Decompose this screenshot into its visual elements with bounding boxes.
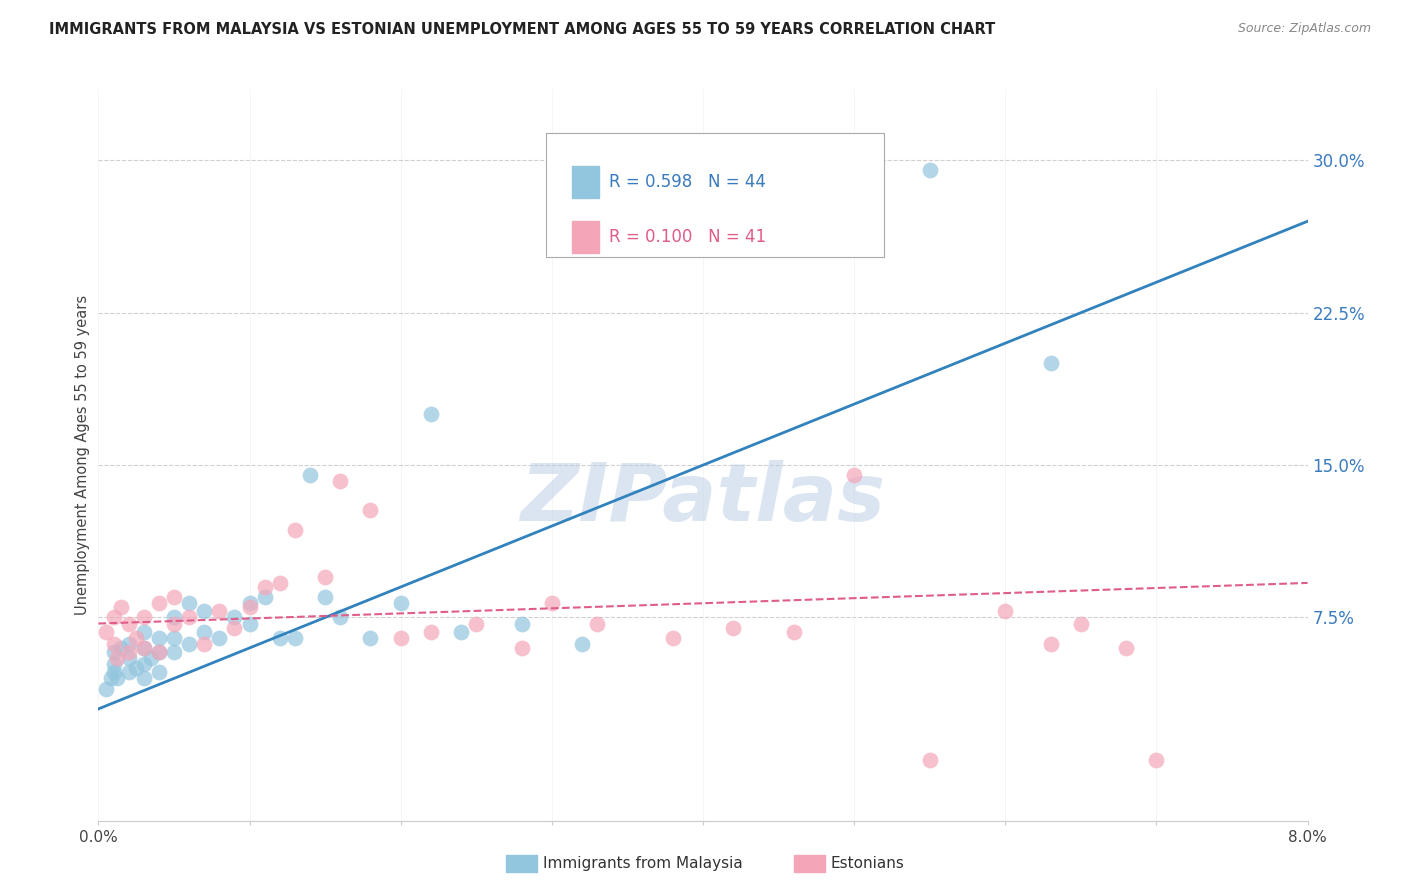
- Point: [269, 631, 291, 645]
- Point: [100, 672, 122, 686]
- Point: [253, 590, 276, 604]
- Point: [118, 651, 141, 665]
- Point: [118, 665, 141, 680]
- Point: [132, 657, 155, 672]
- Point: [103, 657, 125, 672]
- Point: [314, 570, 336, 584]
- Point: [419, 624, 441, 639]
- Point: [571, 637, 593, 651]
- Point: [148, 596, 170, 610]
- Point: [224, 610, 246, 624]
- Point: [1115, 640, 1137, 655]
- Point: [389, 631, 412, 645]
- Point: [148, 631, 170, 645]
- Point: [141, 651, 163, 665]
- Point: [1144, 753, 1167, 767]
- Point: [224, 621, 246, 635]
- Point: [103, 637, 125, 651]
- Point: [450, 624, 472, 639]
- Text: R = 0.598   N = 44: R = 0.598 N = 44: [609, 173, 765, 191]
- Point: [359, 503, 381, 517]
- Point: [179, 637, 201, 651]
- Point: [465, 616, 488, 631]
- Point: [110, 640, 132, 655]
- Point: [125, 661, 148, 675]
- Text: Estonians: Estonians: [831, 856, 905, 871]
- Point: [179, 596, 201, 610]
- FancyBboxPatch shape: [546, 133, 884, 258]
- Point: [193, 637, 215, 651]
- Point: [163, 645, 186, 659]
- Point: [148, 665, 170, 680]
- Point: [163, 631, 186, 645]
- Point: [103, 665, 125, 680]
- Point: [105, 651, 128, 665]
- Point: [163, 616, 186, 631]
- Text: Immigrants from Malaysia: Immigrants from Malaysia: [543, 856, 742, 871]
- Point: [269, 576, 291, 591]
- Point: [94, 681, 117, 696]
- Text: R = 0.100   N = 41: R = 0.100 N = 41: [609, 228, 766, 246]
- Point: [329, 610, 352, 624]
- Point: [782, 624, 804, 639]
- Point: [148, 645, 170, 659]
- Point: [118, 645, 141, 659]
- Text: ZIPatlas: ZIPatlas: [520, 459, 886, 538]
- Point: [510, 640, 533, 655]
- Point: [284, 523, 307, 537]
- Point: [284, 631, 307, 645]
- Point: [918, 753, 941, 767]
- Point: [125, 631, 148, 645]
- Point: [329, 475, 352, 489]
- Point: [118, 616, 141, 631]
- Point: [918, 163, 941, 178]
- Point: [103, 645, 125, 659]
- Point: [148, 645, 170, 659]
- Point: [118, 637, 141, 651]
- Point: [132, 640, 155, 655]
- Point: [193, 604, 215, 618]
- Point: [994, 604, 1017, 618]
- Point: [723, 621, 745, 635]
- Point: [419, 407, 441, 421]
- Point: [163, 610, 186, 624]
- Point: [239, 616, 262, 631]
- Text: Source: ZipAtlas.com: Source: ZipAtlas.com: [1237, 22, 1371, 36]
- Point: [314, 590, 336, 604]
- Point: [239, 596, 262, 610]
- Bar: [572, 221, 599, 253]
- Point: [132, 624, 155, 639]
- Point: [540, 596, 562, 610]
- Point: [844, 468, 866, 483]
- Point: [586, 616, 609, 631]
- Point: [208, 631, 231, 645]
- Point: [1039, 357, 1062, 371]
- Point: [103, 610, 125, 624]
- Point: [389, 596, 412, 610]
- Point: [105, 672, 128, 686]
- Point: [132, 640, 155, 655]
- Text: IMMIGRANTS FROM MALAYSIA VS ESTONIAN UNEMPLOYMENT AMONG AGES 55 TO 59 YEARS CORR: IMMIGRANTS FROM MALAYSIA VS ESTONIAN UNE…: [49, 22, 995, 37]
- Point: [661, 631, 683, 645]
- Point: [163, 590, 186, 604]
- Point: [94, 624, 117, 639]
- Point: [239, 600, 262, 615]
- Point: [193, 624, 215, 639]
- Point: [110, 600, 132, 615]
- Point: [1070, 616, 1092, 631]
- Point: [510, 616, 533, 631]
- Point: [359, 631, 381, 645]
- Point: [179, 610, 201, 624]
- Point: [208, 604, 231, 618]
- Y-axis label: Unemployment Among Ages 55 to 59 years: Unemployment Among Ages 55 to 59 years: [75, 295, 90, 615]
- Point: [132, 672, 155, 686]
- Point: [253, 580, 276, 594]
- Bar: [572, 166, 599, 198]
- Point: [1039, 637, 1062, 651]
- Point: [132, 610, 155, 624]
- Point: [299, 468, 322, 483]
